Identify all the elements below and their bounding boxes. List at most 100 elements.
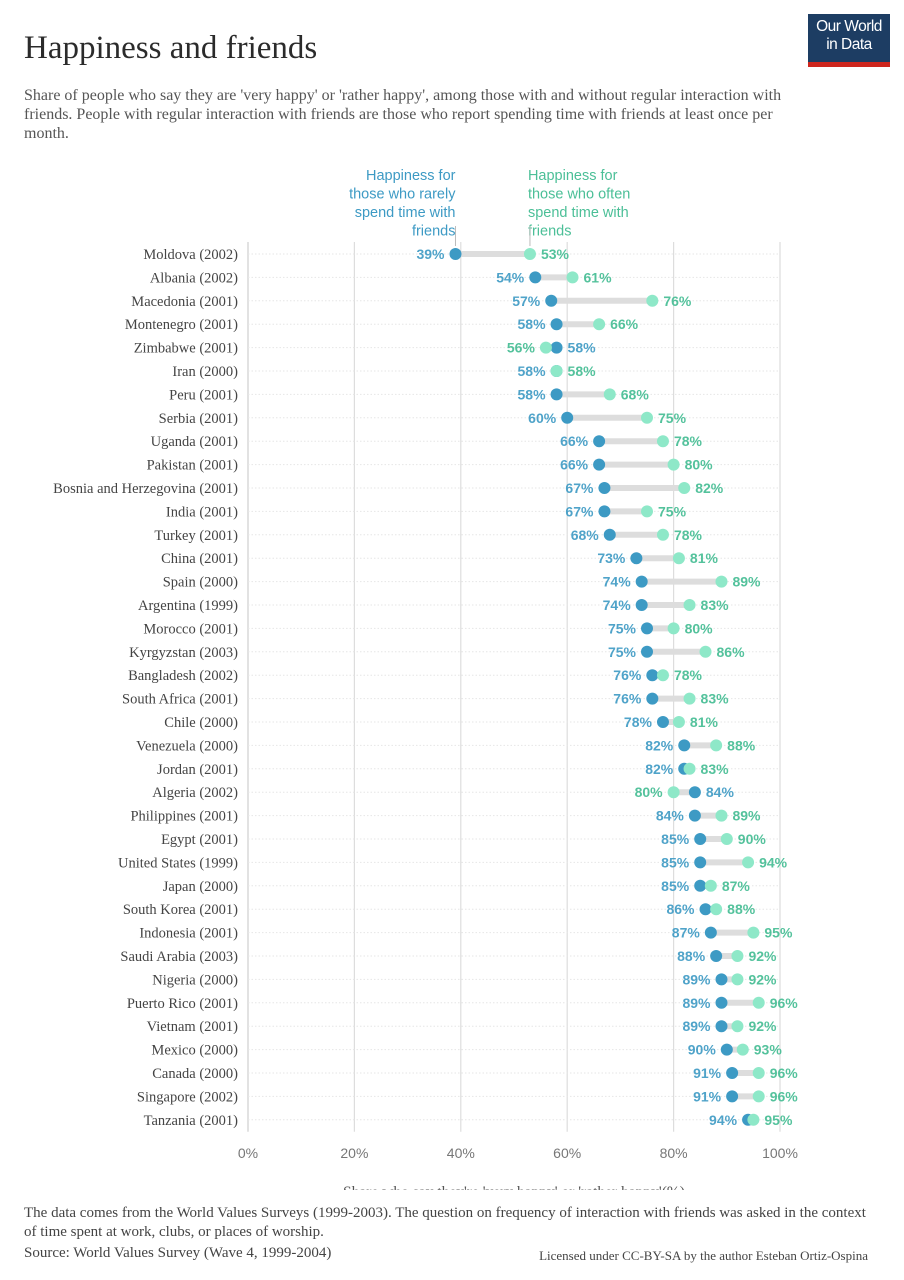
country-label: Montenegro (2001) [125, 317, 238, 333]
value-label-rarely: 84% [656, 808, 685, 824]
value-label-often: 75% [658, 410, 687, 426]
value-label-often: 81% [690, 550, 719, 566]
point-often [603, 388, 616, 401]
point-rarely [593, 458, 606, 471]
country-label: Indonesia (2001) [139, 926, 238, 942]
country-label: Egypt (2001) [161, 832, 238, 848]
series-label-often: friends [528, 224, 572, 240]
country-label: South Korea (2001) [123, 902, 238, 918]
point-rarely [688, 786, 701, 799]
series-label-rarely: spend time with [355, 205, 456, 221]
point-rarely [646, 692, 659, 705]
series-label-often: those who often [528, 187, 630, 203]
country-label: Venezuela (2000) [136, 738, 238, 754]
point-often [742, 856, 755, 869]
point-often [656, 669, 669, 682]
country-label: Bangladesh (2002) [128, 668, 238, 684]
point-often [566, 271, 579, 284]
value-label-rarely: 74% [603, 574, 632, 590]
value-label-often: 81% [690, 714, 719, 730]
country-label: Algeria (2002) [152, 785, 238, 801]
value-label-rarely: 86% [666, 901, 695, 917]
country-label: South Africa (2001) [122, 692, 238, 708]
value-label-rarely: 73% [597, 550, 626, 566]
value-label-often: 76% [663, 293, 692, 309]
x-tick-label: 100% [762, 1145, 798, 1161]
point-often [672, 716, 685, 728]
point-often [752, 1090, 765, 1103]
point-rarely [641, 622, 653, 635]
point-rarely [694, 856, 707, 869]
logo-line-1: Our World [816, 18, 882, 35]
point-rarely [726, 1090, 739, 1103]
value-label-rarely: 57% [512, 293, 541, 309]
value-label-rarely: 66% [560, 457, 589, 473]
country-label: Turkey (2001) [154, 528, 238, 544]
point-rarely [449, 248, 462, 260]
point-often [752, 1067, 765, 1079]
value-label-rarely: 67% [565, 503, 594, 519]
value-label-rarely: 89% [682, 971, 711, 987]
country-label: Zimbabwe (2001) [134, 341, 238, 357]
chart-title: Happiness and friends [24, 30, 318, 66]
x-tick-label: 60% [553, 1145, 581, 1161]
value-label-rarely: 91% [693, 1088, 722, 1104]
point-rarely [699, 903, 712, 916]
country-label: Jordan (2001) [157, 762, 238, 778]
point-rarely [641, 645, 653, 658]
value-label-often: 90% [738, 831, 767, 847]
value-label-rarely: 60% [528, 410, 557, 426]
point-often [747, 1113, 760, 1126]
country-label: India (2001) [166, 504, 238, 520]
chart-subtitle: Share of people who say they are 'very h… [24, 87, 782, 142]
country-label: Albania (2002) [150, 270, 238, 286]
logo-line-2: in Data [826, 36, 872, 53]
country-label: Japan (2000) [163, 879, 238, 895]
point-rarely [720, 1043, 733, 1056]
country-label: Moldova (2002) [143, 247, 238, 263]
value-label-often: 86% [717, 644, 746, 660]
value-label-often: 88% [727, 737, 756, 753]
value-label-often: 92% [748, 1018, 777, 1034]
series-label-rarely: those who rarely [349, 187, 456, 203]
value-label-rarely: 90% [688, 1042, 717, 1058]
point-rarely [529, 271, 542, 284]
owid-logo[interactable]: Our World in Data [808, 14, 890, 67]
value-label-often: 89% [732, 808, 761, 824]
value-label-rarely: 75% [608, 644, 637, 660]
footer-source: Source: World Values Survey (Wave 4, 199… [24, 1245, 332, 1261]
value-label-often: 96% [770, 1088, 799, 1104]
point-often [550, 365, 563, 377]
country-label: Bosnia and Herzegovina (2001) [53, 481, 238, 497]
point-rarely [694, 879, 707, 892]
value-label-rarely: 87% [672, 925, 701, 941]
value-label-often: 96% [770, 1065, 799, 1081]
value-label-often: 95% [764, 1112, 793, 1128]
point-often [683, 692, 696, 705]
country-label: China (2001) [161, 551, 238, 567]
country-label: Peru (2001) [169, 387, 238, 403]
point-often [715, 809, 728, 822]
point-often [667, 622, 680, 635]
point-often [747, 926, 760, 939]
point-rarely [710, 950, 723, 962]
point-rarely [726, 1067, 739, 1079]
series-label-often: Happiness for [528, 168, 618, 184]
point-often [731, 950, 744, 962]
point-often [710, 739, 723, 752]
country-label: Iran (2000) [172, 364, 238, 380]
value-label-rarely: 88% [677, 948, 706, 964]
point-rarely [598, 482, 611, 494]
country-label: Philippines (2001) [130, 809, 238, 825]
value-label-rarely: 76% [613, 667, 642, 683]
value-label-often: 83% [701, 761, 730, 777]
point-often [539, 341, 552, 354]
country-label: Puerto Rico (2001) [127, 996, 238, 1012]
x-tick-label: 80% [660, 1145, 688, 1161]
x-tick-label: 0% [238, 1145, 258, 1161]
point-rarely [678, 739, 691, 752]
value-label-rarely: 78% [624, 714, 653, 730]
value-label-often: 83% [701, 691, 730, 707]
dumbbell-chart: 0% 20% 40% 60% 80% 100% Share who say they're … [53, 168, 799, 1190]
value-label-often: 80% [685, 620, 714, 636]
